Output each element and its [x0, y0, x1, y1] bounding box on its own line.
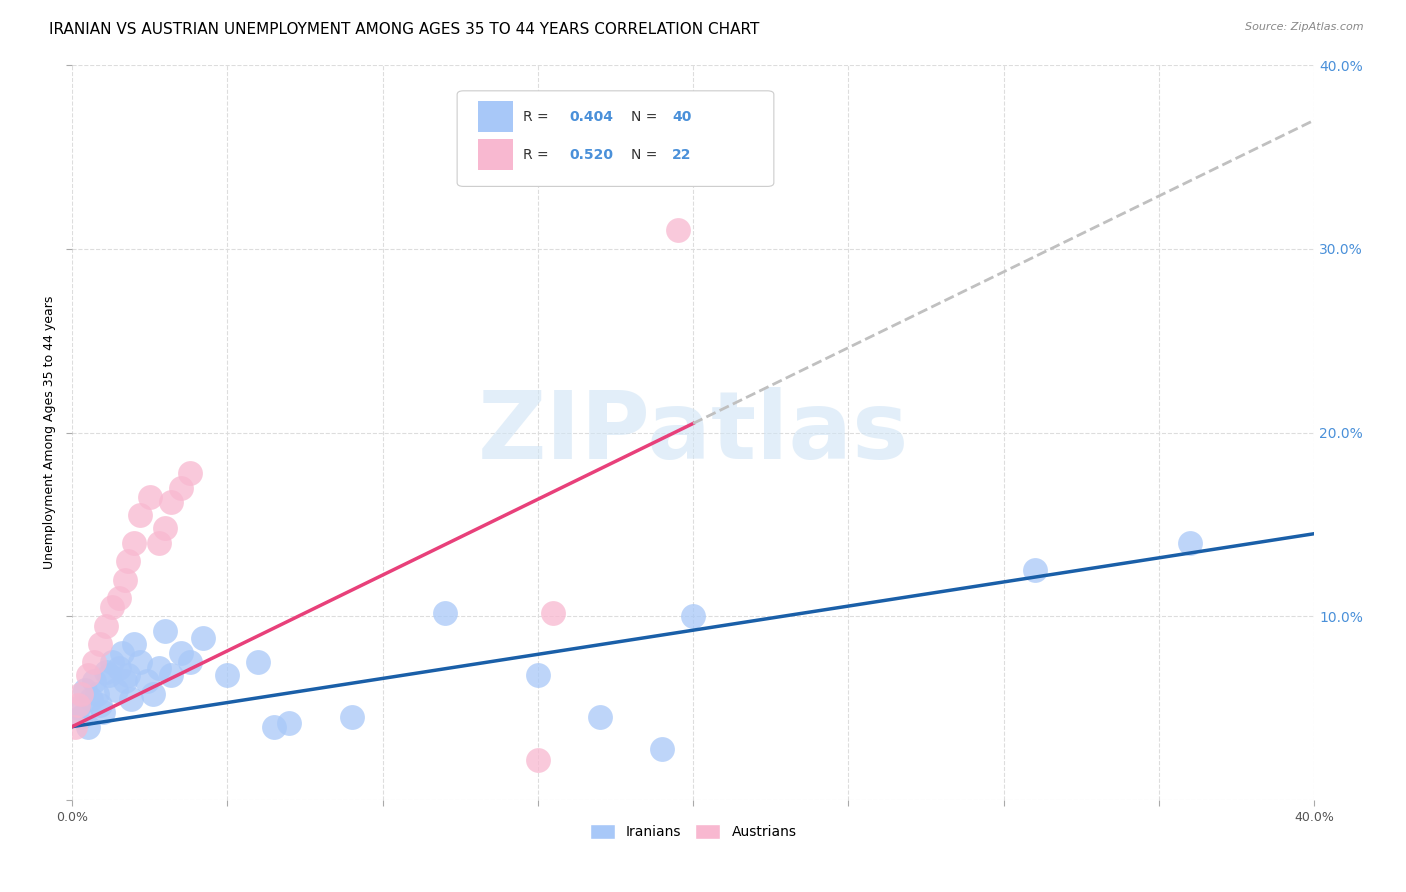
Point: [217, 668, 239, 682]
Point: [278, 716, 301, 731]
Point: [70, 710, 93, 724]
Point: [76, 720, 98, 734]
Point: [73, 682, 96, 697]
Point: [91, 705, 114, 719]
Point: [96, 665, 118, 679]
Point: [89, 698, 111, 712]
Point: [340, 710, 363, 724]
Point: [589, 710, 612, 724]
Point: [433, 606, 456, 620]
Point: [651, 741, 673, 756]
Text: Source: ZipAtlas.com: Source: ZipAtlas.com: [1246, 22, 1364, 32]
Point: [160, 495, 183, 509]
Point: [83, 656, 105, 670]
Point: [155, 624, 177, 639]
Point: [155, 521, 177, 535]
FancyBboxPatch shape: [478, 139, 513, 170]
Point: [129, 508, 152, 523]
Point: [67, 701, 90, 715]
Point: [191, 632, 214, 646]
Point: [83, 673, 105, 688]
Point: [96, 618, 118, 632]
Text: R =: R =: [523, 148, 553, 161]
Point: [122, 536, 145, 550]
Point: [179, 466, 201, 480]
Point: [247, 656, 270, 670]
Point: [101, 656, 124, 670]
Point: [98, 668, 121, 682]
Point: [104, 682, 127, 697]
Legend: Iranians, Austrians: Iranians, Austrians: [585, 818, 801, 845]
FancyBboxPatch shape: [457, 91, 773, 186]
Point: [1024, 564, 1046, 578]
Point: [666, 223, 689, 237]
Point: [170, 481, 193, 495]
Text: IRANIAN VS AUSTRIAN UNEMPLOYMENT AMONG AGES 35 TO 44 YEARS CORRELATION CHART: IRANIAN VS AUSTRIAN UNEMPLOYMENT AMONG A…: [49, 22, 759, 37]
FancyBboxPatch shape: [478, 101, 513, 132]
Text: R =: R =: [523, 110, 553, 124]
Point: [1178, 536, 1201, 550]
Point: [76, 668, 98, 682]
Point: [111, 646, 134, 660]
Point: [527, 668, 550, 682]
Point: [682, 609, 704, 624]
Point: [527, 753, 550, 767]
Text: N =: N =: [631, 148, 662, 161]
Text: ZIPatlas: ZIPatlas: [478, 386, 908, 479]
Point: [179, 656, 201, 670]
Point: [122, 637, 145, 651]
Text: 22: 22: [672, 148, 692, 161]
Point: [86, 687, 108, 701]
Point: [117, 668, 139, 682]
Point: [148, 536, 170, 550]
Point: [107, 661, 129, 675]
Y-axis label: Unemployment Among Ages 35 to 44 years: Unemployment Among Ages 35 to 44 years: [44, 296, 56, 569]
Point: [129, 656, 152, 670]
Point: [170, 646, 193, 660]
Point: [89, 637, 111, 651]
Text: 0.520: 0.520: [569, 148, 613, 161]
Point: [67, 698, 90, 712]
Point: [160, 668, 183, 682]
Point: [142, 687, 165, 701]
Point: [138, 490, 160, 504]
Text: N =: N =: [631, 110, 662, 124]
Point: [101, 600, 124, 615]
Point: [135, 673, 157, 688]
Text: 40: 40: [672, 110, 692, 124]
Point: [543, 606, 565, 620]
Point: [120, 692, 142, 706]
Point: [117, 554, 139, 568]
Point: [114, 673, 136, 688]
Text: 0.404: 0.404: [569, 110, 613, 124]
Point: [107, 591, 129, 605]
Point: [263, 720, 285, 734]
Point: [70, 687, 93, 701]
Point: [114, 573, 136, 587]
Point: [63, 720, 86, 734]
Point: [80, 692, 103, 706]
Point: [148, 661, 170, 675]
